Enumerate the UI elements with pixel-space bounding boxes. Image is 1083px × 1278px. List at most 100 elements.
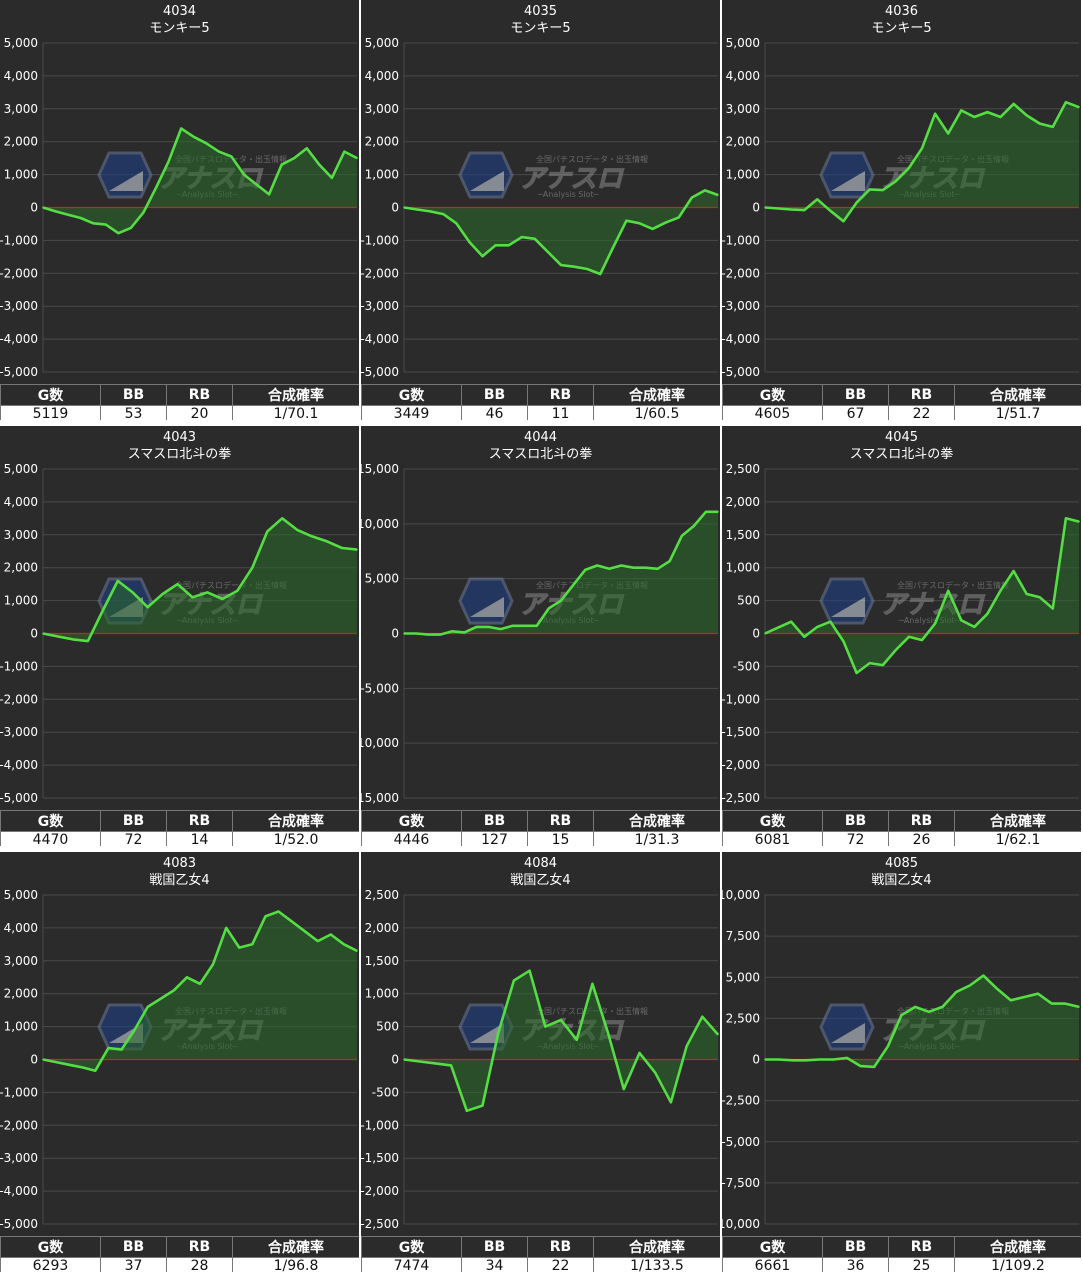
- data-point: [305, 147, 308, 150]
- data-point: [513, 979, 515, 982]
- series-area: [43, 128, 357, 234]
- data-point: [816, 198, 819, 201]
- y-tick-label: -3,000: [0, 299, 38, 313]
- data-point: [131, 591, 134, 594]
- data-point: [693, 525, 695, 527]
- games-header: G数: [722, 810, 823, 832]
- data-point: [1038, 596, 1041, 599]
- data-point: [1064, 1002, 1067, 1005]
- data-point: [677, 216, 680, 219]
- games-value: 6081: [722, 831, 823, 846]
- data-point: [507, 244, 510, 247]
- chart-panel: 4034 モンキー5 5,000 4,000 3,000 2,000 1,000 0 -1,…: [0, 0, 359, 420]
- bb-header: BB: [461, 810, 528, 832]
- probability-header: 合成確率: [954, 810, 1081, 832]
- stats-value-row: 6081 72 26 1/62.1: [722, 831, 1081, 846]
- y-tick-label: -2,000: [722, 758, 760, 772]
- data-point: [612, 246, 615, 248]
- data-point: [318, 163, 321, 166]
- probability-header: 合成確率: [232, 1236, 359, 1258]
- bb-header: BB: [461, 384, 528, 406]
- data-point: [934, 112, 936, 115]
- data-point: [607, 1032, 609, 1034]
- data-point: [173, 989, 175, 992]
- games-header: G数: [0, 384, 101, 406]
- data-point: [717, 510, 719, 513]
- stats-value-row: 7474 34 22 1/133.5: [361, 1257, 720, 1272]
- data-point: [79, 217, 82, 219]
- chart-panel: 4084 戦国乙女4 2,500 2,000 1,500 1,000 500 0 -500 -…: [361, 852, 720, 1272]
- data-point: [418, 1060, 421, 1063]
- data-point: [356, 548, 358, 551]
- machine-number: 4084: [523, 856, 558, 871]
- data-point: [1012, 103, 1015, 105]
- data-point: [192, 135, 195, 138]
- data-point: [455, 222, 458, 225]
- y-tick-label: 1,000: [726, 168, 760, 182]
- data-point: [803, 209, 806, 211]
- y-tick-label: -2,000: [0, 1118, 38, 1132]
- data-point: [468, 241, 471, 243]
- y-tick-label: 1,500: [365, 954, 399, 968]
- chart-panel: 4035 モンキー5 5,000 4,000 3,000 2,000 1,000 0 -1,…: [361, 0, 720, 420]
- data-point: [816, 626, 819, 628]
- data-point: [855, 672, 858, 674]
- data-point: [180, 127, 182, 130]
- data-point: [205, 142, 208, 145]
- data-point: [934, 622, 936, 625]
- data-point: [548, 607, 550, 610]
- data-point: [941, 1006, 944, 1008]
- watermark-sub-text: ─Analysis Slot─: [537, 190, 599, 199]
- data-point: [87, 640, 89, 642]
- data-point: [243, 173, 245, 176]
- machine-number: 4036: [884, 4, 919, 19]
- data-point: [236, 589, 239, 592]
- data-point: [855, 201, 858, 204]
- stats-header-row: G数 BB RB 合成確率: [361, 384, 720, 406]
- probability-header: 合成確率: [954, 1236, 1081, 1258]
- rb-value: 25: [888, 1257, 955, 1272]
- y-tick-label: -5,000: [0, 365, 38, 379]
- data-point: [72, 638, 74, 641]
- bb-value: 72: [822, 831, 889, 846]
- data-point: [343, 150, 346, 153]
- data-point: [186, 976, 188, 979]
- data-point: [439, 633, 442, 636]
- y-tick-label: 2,500: [726, 1011, 760, 1025]
- data-point: [873, 1066, 876, 1068]
- y-tick-label: 0: [30, 1053, 38, 1067]
- data-point: [982, 974, 985, 977]
- data-point: [528, 969, 531, 972]
- y-tick-label: -1,000: [361, 1118, 399, 1132]
- data-point: [625, 219, 628, 222]
- data-point: [632, 566, 635, 569]
- rb-header: RB: [166, 810, 233, 832]
- data-point: [107, 1047, 110, 1049]
- data-point: [331, 177, 333, 179]
- y-tick-label: 3,000: [4, 102, 38, 116]
- data-point: [791, 1059, 794, 1062]
- probability-value: 1/133.5: [593, 1257, 720, 1272]
- data-point: [1078, 1006, 1080, 1008]
- y-tick-label: 1,500: [726, 528, 760, 542]
- data-point: [717, 194, 719, 196]
- data-point: [560, 1019, 562, 1021]
- machine-name: モンキー5: [871, 21, 932, 36]
- y-tick-label: 5,000: [4, 36, 38, 50]
- data-point: [928, 1010, 930, 1013]
- data-point: [947, 132, 949, 135]
- chart-panel: 4044 スマスロ北斗の拳 15,000 10,000 5,000 0 -5,000 -1…: [361, 426, 720, 846]
- bb-header: BB: [100, 1236, 167, 1258]
- data-point: [146, 606, 149, 608]
- y-tick-label: 5,000: [726, 36, 760, 50]
- data-point: [251, 566, 254, 569]
- data-point: [316, 940, 319, 942]
- rb-value: 11: [527, 405, 594, 420]
- machine-name: スマスロ北斗の拳: [488, 447, 593, 462]
- probability-value: 1/51.7: [954, 405, 1081, 420]
- data-point: [805, 1059, 807, 1062]
- data-point: [717, 1033, 719, 1036]
- data-point: [1038, 122, 1041, 125]
- data-point: [654, 1071, 656, 1074]
- data-point: [895, 649, 897, 651]
